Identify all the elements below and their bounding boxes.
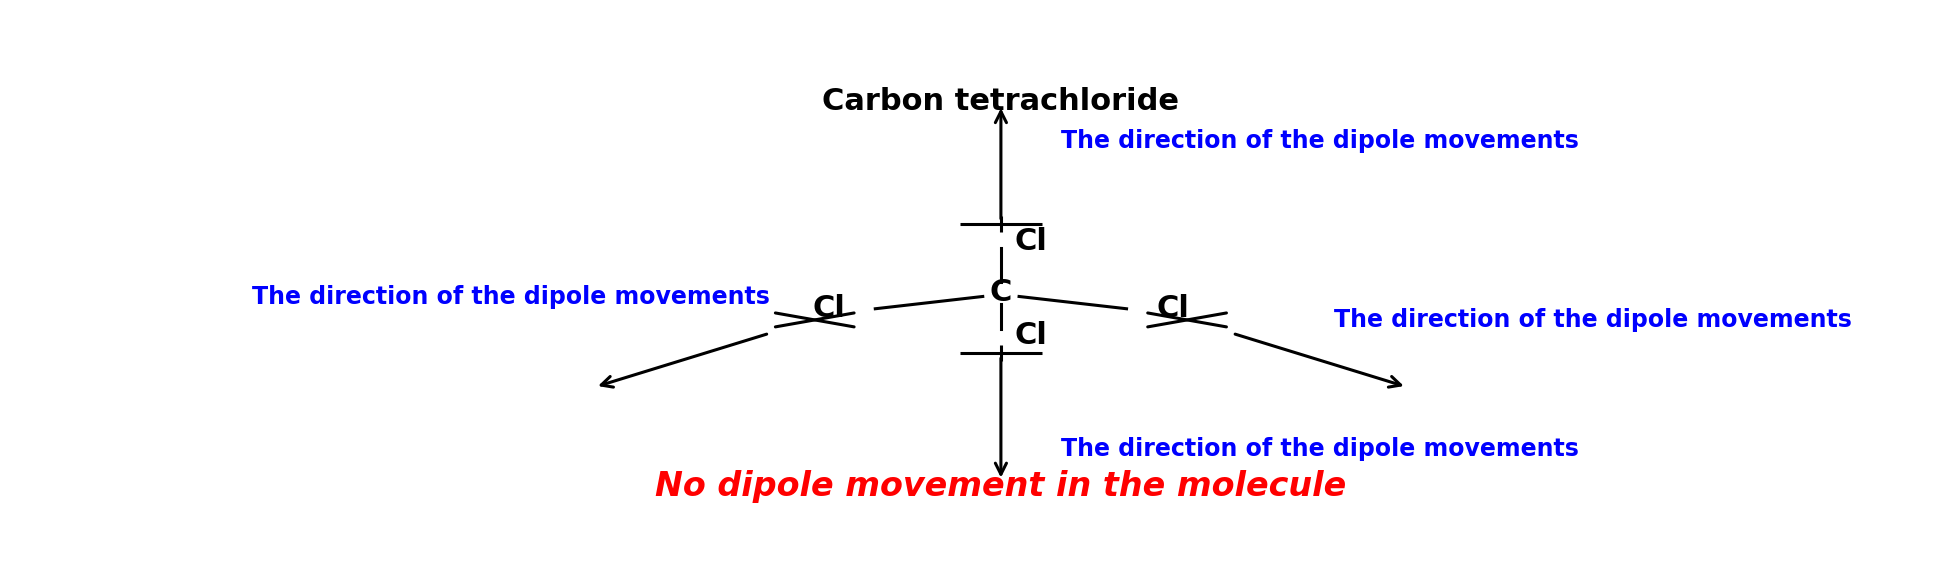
Text: The direction of the dipole movements: The direction of the dipole movements (1062, 437, 1580, 461)
Text: Cl: Cl (1014, 321, 1047, 350)
Text: Cl: Cl (1014, 227, 1047, 256)
Text: The direction of the dipole movements: The direction of the dipole movements (252, 285, 769, 309)
Text: No dipole movement in the molecule: No dipole movement in the molecule (656, 470, 1346, 503)
Text: Cl: Cl (1156, 294, 1189, 323)
Text: Cl: Cl (812, 294, 846, 323)
Text: Carbon tetrachloride: Carbon tetrachloride (822, 88, 1180, 117)
Text: C: C (990, 278, 1012, 307)
Text: The direction of the dipole movements: The direction of the dipole movements (1334, 308, 1851, 332)
Text: The direction of the dipole movements: The direction of the dipole movements (1062, 129, 1580, 153)
